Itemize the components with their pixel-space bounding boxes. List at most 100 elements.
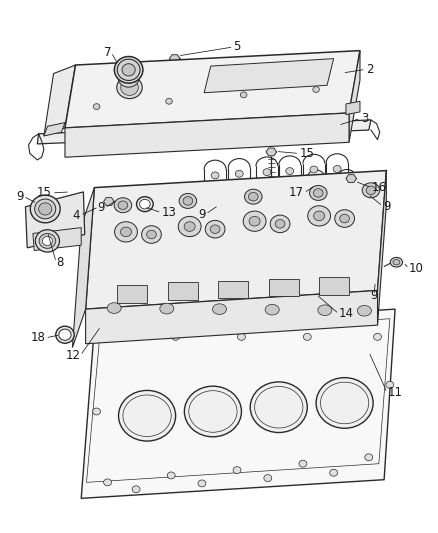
Polygon shape bbox=[44, 65, 75, 136]
Text: 3: 3 bbox=[360, 112, 367, 125]
Ellipse shape bbox=[315, 377, 372, 429]
Polygon shape bbox=[204, 59, 333, 93]
Ellipse shape bbox=[93, 103, 100, 110]
Ellipse shape bbox=[120, 79, 138, 95]
Ellipse shape bbox=[312, 87, 318, 93]
Ellipse shape bbox=[307, 206, 330, 226]
Ellipse shape bbox=[313, 211, 324, 221]
Ellipse shape bbox=[275, 220, 284, 228]
Ellipse shape bbox=[56, 326, 74, 343]
Ellipse shape bbox=[262, 169, 270, 176]
Ellipse shape bbox=[59, 329, 71, 340]
Ellipse shape bbox=[146, 230, 156, 239]
Ellipse shape bbox=[237, 334, 245, 340]
Ellipse shape bbox=[117, 59, 140, 80]
Text: 9: 9 bbox=[382, 200, 389, 213]
Ellipse shape bbox=[114, 198, 131, 213]
Ellipse shape bbox=[139, 199, 150, 209]
Ellipse shape bbox=[250, 382, 307, 433]
Ellipse shape bbox=[309, 166, 317, 173]
Ellipse shape bbox=[35, 199, 56, 219]
Ellipse shape bbox=[118, 390, 175, 441]
Ellipse shape bbox=[248, 192, 258, 201]
Text: 13: 13 bbox=[161, 206, 176, 219]
Ellipse shape bbox=[183, 197, 192, 205]
Polygon shape bbox=[85, 171, 385, 309]
Ellipse shape bbox=[313, 189, 322, 197]
Polygon shape bbox=[85, 290, 377, 344]
Polygon shape bbox=[33, 228, 81, 251]
Polygon shape bbox=[72, 188, 94, 348]
Ellipse shape bbox=[210, 225, 219, 233]
Ellipse shape bbox=[114, 222, 137, 242]
Ellipse shape bbox=[357, 305, 371, 316]
Ellipse shape bbox=[30, 195, 60, 223]
Bar bbox=[318, 277, 348, 295]
Ellipse shape bbox=[122, 63, 135, 76]
Ellipse shape bbox=[244, 189, 261, 204]
Polygon shape bbox=[81, 309, 394, 498]
Polygon shape bbox=[65, 51, 359, 128]
Text: 5: 5 bbox=[233, 41, 240, 53]
Ellipse shape bbox=[298, 460, 306, 467]
Text: 16: 16 bbox=[371, 181, 386, 194]
Ellipse shape bbox=[334, 209, 354, 228]
Ellipse shape bbox=[198, 480, 205, 487]
Ellipse shape bbox=[118, 201, 127, 209]
Text: 17: 17 bbox=[288, 187, 303, 199]
Text: 9: 9 bbox=[369, 289, 377, 302]
Polygon shape bbox=[44, 123, 65, 136]
Text: 15: 15 bbox=[37, 187, 52, 199]
Ellipse shape bbox=[39, 203, 52, 215]
Ellipse shape bbox=[106, 333, 113, 340]
Ellipse shape bbox=[211, 172, 219, 179]
Polygon shape bbox=[265, 148, 276, 156]
Ellipse shape bbox=[309, 185, 326, 200]
Text: 14: 14 bbox=[338, 308, 353, 320]
Ellipse shape bbox=[373, 334, 381, 340]
Bar bbox=[268, 279, 298, 296]
Ellipse shape bbox=[303, 334, 311, 340]
Text: 4: 4 bbox=[73, 209, 80, 222]
Text: 9: 9 bbox=[198, 208, 205, 221]
Text: 9: 9 bbox=[16, 190, 23, 203]
Ellipse shape bbox=[263, 475, 271, 482]
Ellipse shape bbox=[141, 225, 161, 243]
Ellipse shape bbox=[265, 304, 279, 315]
Bar bbox=[167, 282, 197, 300]
Ellipse shape bbox=[240, 92, 246, 98]
Bar bbox=[117, 285, 147, 303]
Ellipse shape bbox=[243, 211, 265, 231]
Ellipse shape bbox=[117, 76, 142, 99]
Text: 15: 15 bbox=[299, 147, 314, 160]
Ellipse shape bbox=[270, 215, 290, 233]
Ellipse shape bbox=[178, 216, 201, 237]
Polygon shape bbox=[103, 198, 114, 205]
Ellipse shape bbox=[120, 227, 131, 237]
Text: 9: 9 bbox=[97, 201, 104, 214]
Ellipse shape bbox=[212, 304, 226, 314]
Ellipse shape bbox=[179, 193, 196, 208]
Ellipse shape bbox=[184, 386, 241, 437]
Polygon shape bbox=[345, 101, 359, 115]
Text: 10: 10 bbox=[408, 262, 423, 275]
Polygon shape bbox=[169, 55, 180, 62]
Polygon shape bbox=[348, 51, 359, 142]
Ellipse shape bbox=[114, 56, 143, 83]
Ellipse shape bbox=[205, 221, 224, 238]
Polygon shape bbox=[65, 113, 348, 157]
Ellipse shape bbox=[184, 222, 194, 231]
Ellipse shape bbox=[339, 214, 349, 223]
Ellipse shape bbox=[171, 334, 179, 340]
Polygon shape bbox=[25, 192, 85, 248]
Ellipse shape bbox=[103, 479, 111, 486]
Bar bbox=[218, 281, 247, 298]
Ellipse shape bbox=[107, 303, 121, 313]
Ellipse shape bbox=[329, 470, 337, 477]
Ellipse shape bbox=[42, 237, 53, 245]
Polygon shape bbox=[37, 120, 370, 144]
Ellipse shape bbox=[248, 216, 259, 226]
Text: 18: 18 bbox=[30, 332, 45, 344]
Polygon shape bbox=[377, 171, 385, 325]
Text: 2: 2 bbox=[365, 63, 372, 76]
